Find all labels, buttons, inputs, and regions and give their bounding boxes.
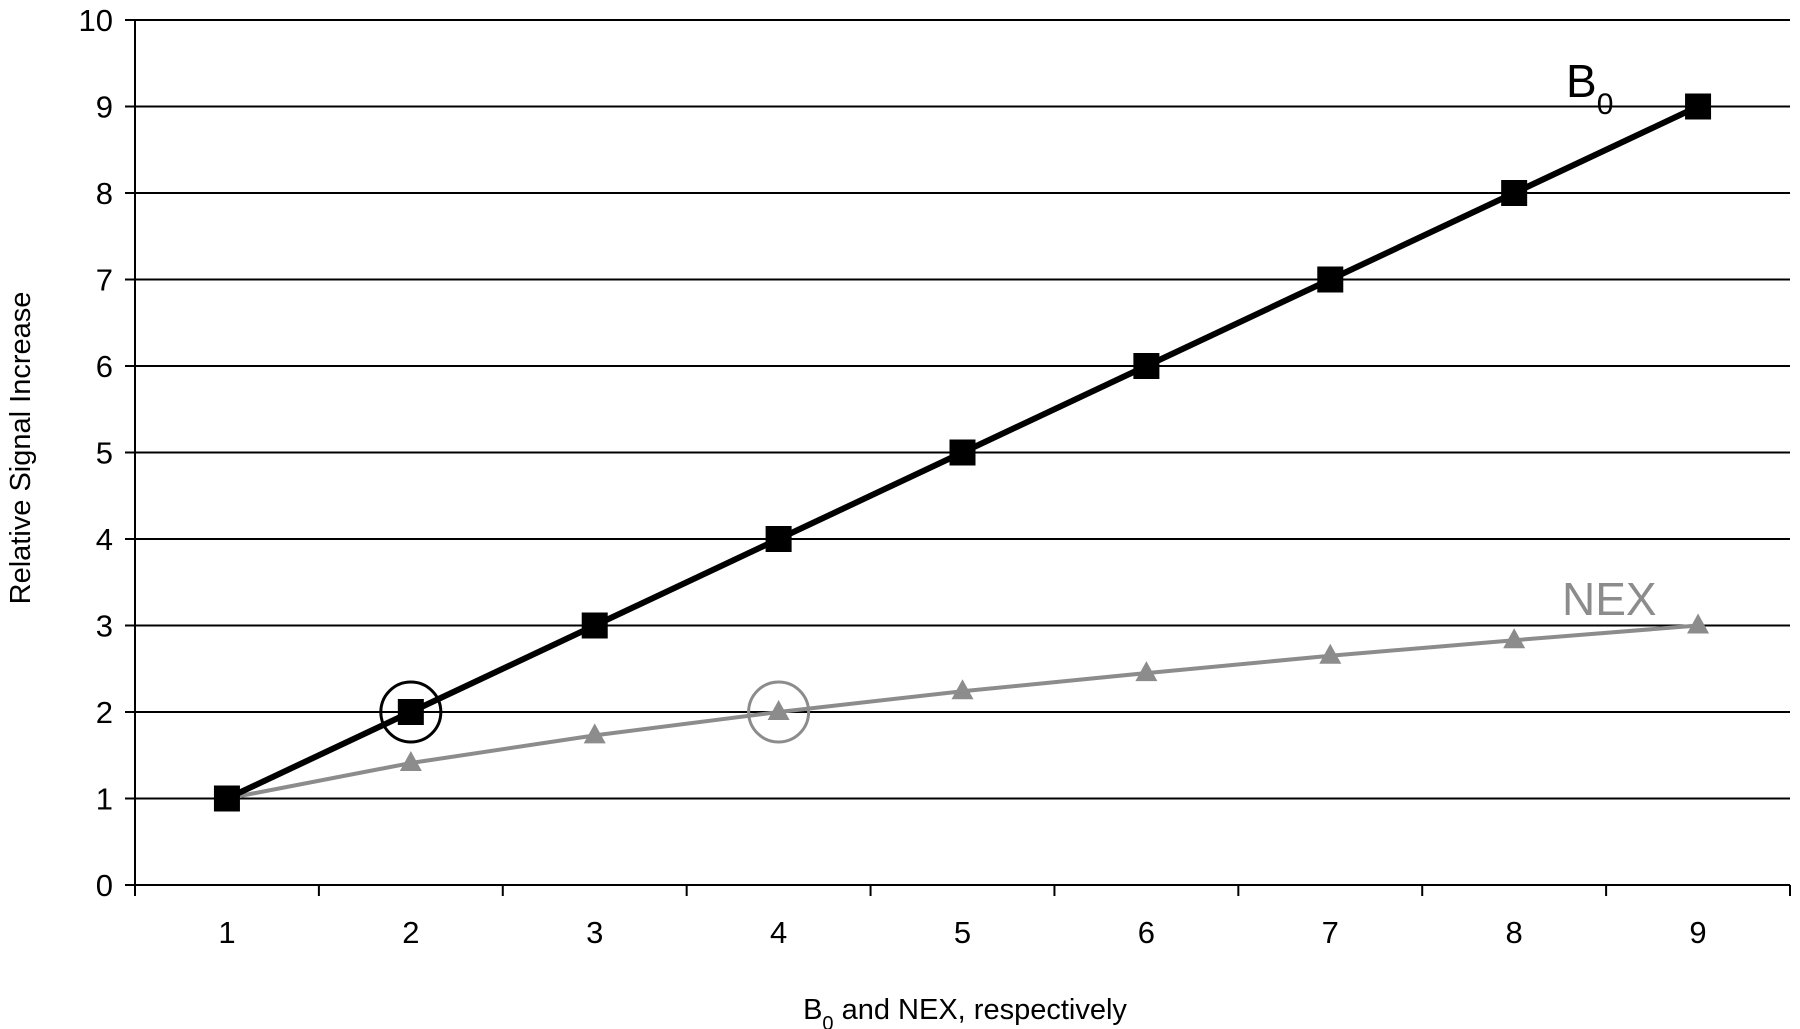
y-tick-label: 8 (96, 176, 113, 211)
y-tick-label: 3 (96, 609, 113, 644)
point-nex (1135, 661, 1158, 682)
point-b0 (213, 785, 240, 812)
y-tick-label: 1 (96, 782, 113, 817)
point-nex (1687, 613, 1710, 634)
point-nex (951, 679, 974, 700)
point-nex (583, 723, 606, 744)
x-axis-title: B0 and NEX, respectively (803, 994, 1127, 1029)
highlight-circle (747, 680, 811, 744)
y-tick-label: 0 (96, 868, 113, 903)
y-axis-title: Relative Signal Increase (5, 292, 37, 605)
axes (125, 19, 1791, 896)
y-tick-label: 7 (96, 263, 113, 298)
y-tick-label: 10 (79, 3, 113, 38)
x-tick-label: 2 (402, 915, 419, 950)
y-tick-label: 2 (96, 695, 113, 730)
point-b0 (1317, 266, 1344, 293)
point-b0 (397, 699, 424, 725)
y-tick-label: 9 (96, 90, 113, 125)
x-tick-labels: 1 2 3 4 5 6 7 8 9 (218, 915, 1706, 950)
y-tick-label: 4 (96, 522, 113, 557)
x-tick-label: 7 (1322, 915, 1339, 950)
highlight-circles (379, 680, 811, 744)
point-b0 (1133, 353, 1160, 379)
y-tick-label: 5 (96, 436, 113, 471)
point-nex (767, 700, 790, 720)
point-nex (1503, 628, 1526, 649)
y-tick-label: 6 (96, 349, 113, 384)
point-nex (399, 751, 422, 772)
point-b0 (581, 612, 608, 639)
point-b0 (1501, 180, 1528, 206)
series-markers (213, 93, 1712, 812)
x-tick-label: 8 (1506, 915, 1523, 950)
x-tick-label: 3 (586, 915, 603, 950)
point-b0 (949, 439, 976, 466)
highlight-circle (379, 680, 443, 744)
series-label-nex: NEX (1562, 573, 1657, 625)
y-tick-labels: 0 1 2 3 4 5 6 7 8 9 10 (79, 3, 113, 903)
point-nex (1319, 643, 1342, 664)
series-label-b0: B0 (1566, 55, 1613, 121)
point-b0 (765, 526, 792, 552)
x-tick-label: 9 (1689, 915, 1706, 950)
x-tick-label: 4 (770, 915, 787, 950)
x-tick-label: 5 (954, 915, 971, 950)
x-tick-label: 1 (218, 915, 235, 950)
x-tick-label: 6 (1138, 915, 1155, 950)
point-b0 (1685, 93, 1712, 120)
